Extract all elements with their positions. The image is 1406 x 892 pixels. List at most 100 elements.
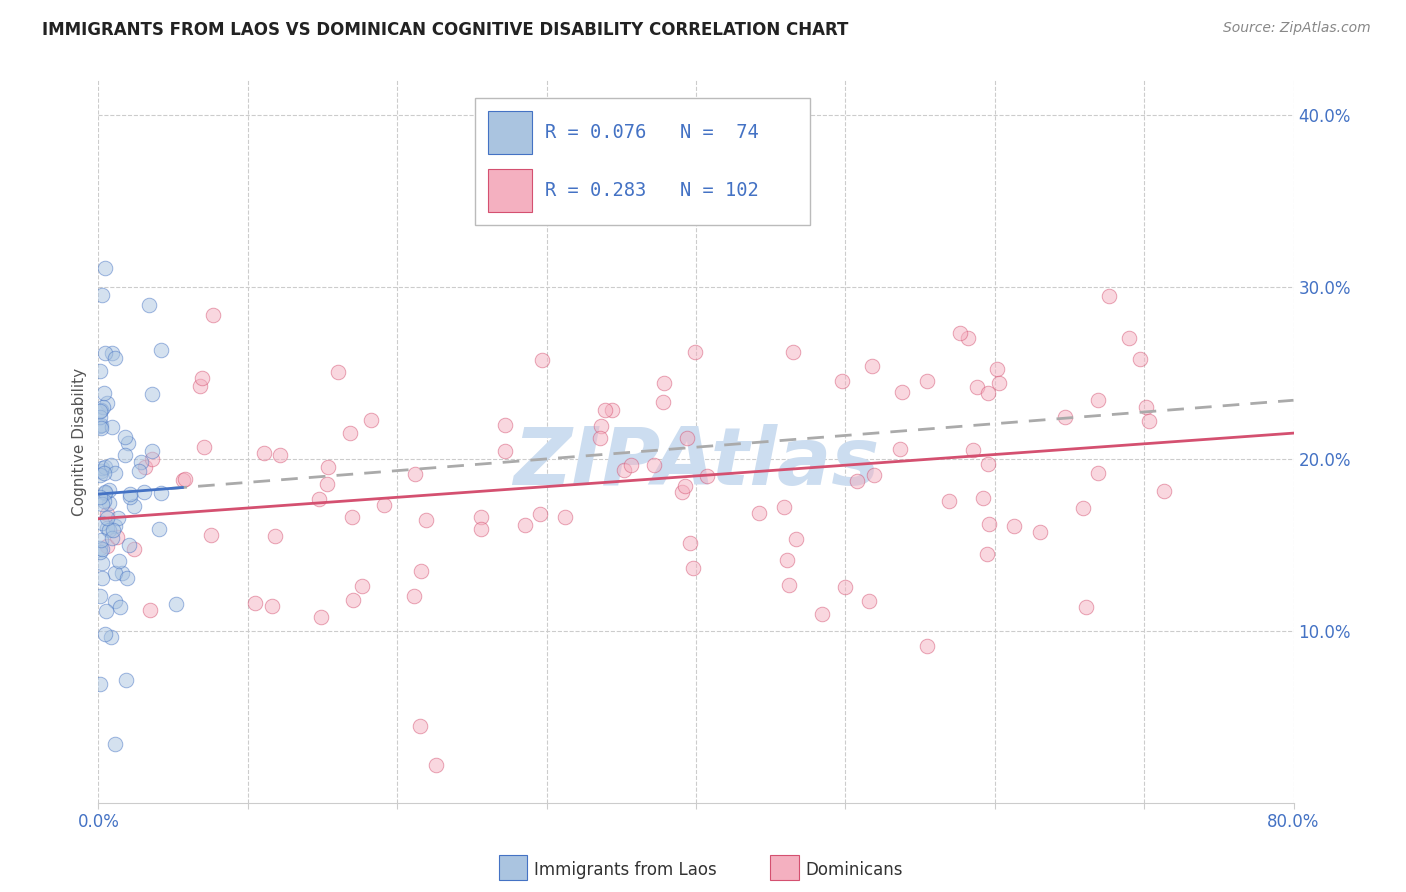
- Point: [862, 468, 884, 483]
- Point: [316, 459, 339, 474]
- Point: [494, 418, 516, 433]
- Point: [643, 458, 665, 473]
- Point: [91, 461, 114, 475]
- Point: [415, 513, 437, 527]
- Point: [93, 346, 115, 360]
- Point: [114, 430, 136, 444]
- Point: [342, 510, 364, 524]
- Point: [150, 343, 173, 358]
- Point: [117, 571, 139, 585]
- Point: [89, 363, 111, 377]
- Point: [118, 538, 141, 552]
- Point: [200, 528, 222, 542]
- Point: [309, 609, 332, 624]
- Point: [326, 365, 349, 379]
- Point: [96, 511, 118, 525]
- Point: [470, 522, 492, 536]
- Point: [91, 288, 114, 302]
- Point: [93, 386, 115, 401]
- Point: [600, 402, 623, 417]
- Point: [772, 500, 794, 515]
- Point: [89, 467, 111, 482]
- Point: [685, 345, 707, 359]
- Point: [264, 528, 287, 542]
- Point: [409, 564, 432, 578]
- Point: [1098, 289, 1121, 303]
- Point: [977, 458, 1000, 472]
- Point: [1054, 410, 1077, 425]
- Point: [91, 497, 114, 511]
- Point: [972, 491, 994, 506]
- Point: [90, 417, 112, 432]
- Point: [778, 578, 800, 592]
- Point: [529, 508, 551, 522]
- Point: [89, 541, 111, 555]
- Point: [966, 380, 988, 394]
- Point: [128, 464, 150, 478]
- Text: Immigrants from Laos: Immigrants from Laos: [534, 861, 717, 879]
- Point: [977, 386, 1000, 401]
- Point: [90, 403, 112, 417]
- Point: [360, 412, 382, 426]
- Point: [141, 451, 163, 466]
- Point: [1028, 524, 1050, 539]
- Point: [408, 719, 430, 733]
- Point: [94, 459, 117, 474]
- Point: [425, 758, 447, 772]
- Point: [1002, 519, 1025, 533]
- Text: ZIPAtlas: ZIPAtlas: [513, 425, 879, 502]
- Point: [141, 387, 163, 401]
- Point: [858, 594, 880, 608]
- Point: [776, 553, 799, 567]
- Point: [91, 516, 114, 530]
- Point: [101, 420, 124, 434]
- Point: [243, 596, 266, 610]
- Point: [96, 507, 118, 521]
- Point: [193, 440, 215, 454]
- Point: [104, 519, 127, 533]
- Point: [342, 593, 364, 607]
- Point: [134, 459, 156, 474]
- Text: IMMIGRANTS FROM LAOS VS DOMINICAN COGNITIVE DISABILITY CORRELATION CHART: IMMIGRANTS FROM LAOS VS DOMINICAN COGNIT…: [42, 21, 849, 39]
- Point: [831, 374, 853, 388]
- Point: [785, 532, 807, 546]
- Point: [988, 376, 1011, 391]
- Point: [103, 351, 125, 365]
- Point: [110, 600, 132, 615]
- Point: [613, 463, 636, 477]
- Point: [141, 444, 163, 458]
- Point: [1118, 331, 1140, 345]
- Point: [98, 483, 121, 498]
- Point: [90, 464, 112, 478]
- Y-axis label: Cognitive Disability: Cognitive Disability: [72, 368, 87, 516]
- Point: [90, 533, 112, 547]
- Point: [782, 344, 804, 359]
- Point: [131, 454, 153, 468]
- Point: [979, 516, 1001, 531]
- Point: [89, 409, 111, 424]
- Point: [97, 523, 120, 537]
- Point: [104, 594, 127, 608]
- Point: [811, 607, 834, 621]
- Point: [1076, 600, 1098, 615]
- Point: [100, 630, 122, 644]
- Point: [138, 298, 160, 312]
- Point: [96, 540, 118, 554]
- Point: [589, 419, 612, 434]
- Point: [124, 500, 146, 514]
- Point: [949, 326, 972, 340]
- Point: [114, 448, 136, 462]
- Point: [150, 486, 173, 500]
- Point: [748, 506, 770, 520]
- Point: [1087, 466, 1109, 480]
- Point: [253, 446, 276, 460]
- Point: [350, 579, 373, 593]
- Point: [108, 554, 131, 568]
- Point: [620, 458, 643, 473]
- Point: [889, 442, 911, 456]
- Point: [97, 496, 120, 510]
- Point: [404, 467, 426, 481]
- Point: [90, 542, 112, 557]
- Point: [589, 431, 612, 445]
- Point: [513, 517, 536, 532]
